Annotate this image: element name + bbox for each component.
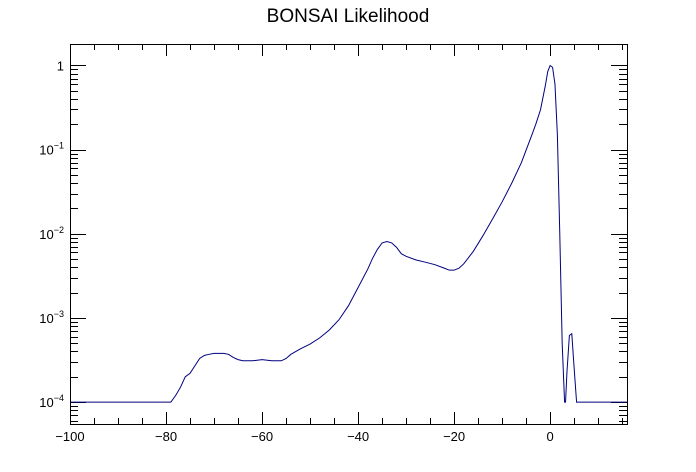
x-tick-label: −40 xyxy=(347,429,369,444)
y-tick-label: 10−4 xyxy=(39,393,64,410)
y-tick-label: 1 xyxy=(57,58,64,73)
tick-labels: −100 −80 −60 −40 −20 0 10−4 10−3 10−2 10−1 1 xyxy=(39,58,554,444)
tick-marks xyxy=(70,44,627,424)
x-tick-label: −100 xyxy=(55,429,84,444)
x-tick-label: −20 xyxy=(443,429,465,444)
likelihood-curve xyxy=(70,64,627,403)
y-tick-label: 10−2 xyxy=(39,225,64,242)
x-tick-label: 0 xyxy=(547,429,554,444)
y-tick-label: 10−3 xyxy=(39,309,64,326)
chart-title: BONSAI Likelihood xyxy=(266,6,430,27)
y-tick-label: 10−1 xyxy=(39,141,64,158)
x-tick-label: −80 xyxy=(155,429,177,444)
plot-frame xyxy=(70,44,628,425)
x-tick-label: −60 xyxy=(251,429,273,444)
